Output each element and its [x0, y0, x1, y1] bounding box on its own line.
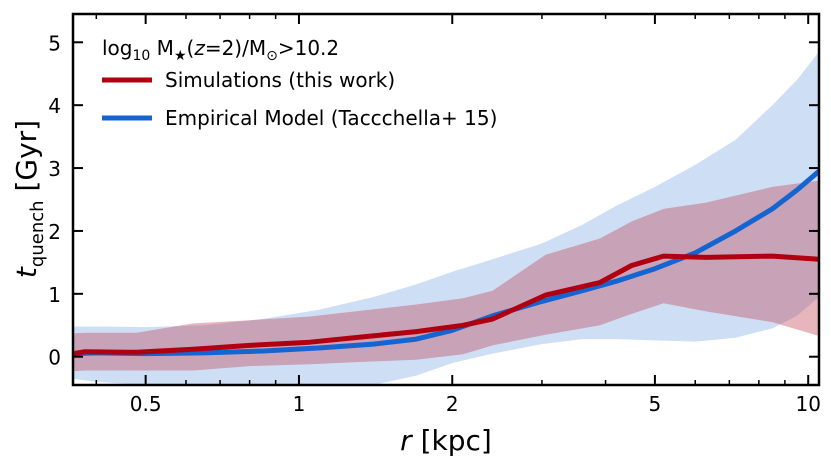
x-axis-label-var: r — [400, 424, 413, 457]
legend-title-log-sub: 10 — [133, 48, 151, 64]
plot-frame — [71, 12, 821, 387]
simulations-this-work-band — [73, 180, 819, 372]
legend-title-eq: =2)/M — [205, 36, 266, 60]
simulations-this-work-line — [73, 253, 819, 357]
legend-title-cond: >10.2 — [278, 36, 339, 60]
axis-ticks: 0.5 1 2 5 10 0 1 2 3 4 5 — [48, 14, 821, 416]
y-tick-label: 4 — [48, 94, 61, 118]
legend: log10 M★(z=2)/M⊙>10.2 Simulations (this … — [102, 36, 497, 130]
y-tick-label: 1 — [48, 283, 61, 307]
x-axis-label-unit: [kpc] — [412, 424, 492, 457]
y-axis-label-unit: [Gyr] — [10, 120, 43, 201]
legend-title-mass-sub: ★ — [174, 48, 187, 64]
x-tick-label: 5 — [649, 392, 662, 416]
x-axis-label: r [kpc] — [400, 424, 492, 457]
x-tick-label: 10 — [795, 392, 820, 416]
confidence-bands — [73, 51, 819, 385]
y-tick-label: 2 — [48, 220, 61, 244]
series-lines — [73, 169, 819, 357]
y-axis-label-sub: quench — [27, 200, 48, 267]
legend-title-sun-sub: ⊙ — [266, 48, 278, 64]
y-axis-label-var: t — [10, 266, 43, 278]
legend-title-mass: M — [150, 36, 174, 60]
x-tick-label: 2 — [446, 392, 459, 416]
x-tick-label: 0.5 — [130, 392, 162, 416]
y-tick-label: 5 — [48, 31, 61, 55]
legend-title: log10 M★(z=2)/M⊙>10.2 — [102, 36, 339, 64]
legend-title-open: ( — [187, 36, 195, 60]
y-tick-label: 3 — [48, 157, 61, 181]
legend-title-log: log — [102, 36, 133, 60]
legend-label-simulations: Simulations (this work) — [165, 68, 395, 92]
y-tick-label: 0 — [48, 346, 61, 370]
empirical-model-taccchella-15-line — [73, 169, 819, 357]
y-axis-label: tquench [Gyr] — [10, 120, 48, 278]
x-tick-label: 1 — [293, 392, 306, 416]
legend-label-empirical-model: Empirical Model (Taccchella+ 15) — [165, 106, 497, 130]
empirical-model-taccchella-15-band — [73, 51, 819, 385]
legend-title-z: z — [193, 36, 205, 60]
